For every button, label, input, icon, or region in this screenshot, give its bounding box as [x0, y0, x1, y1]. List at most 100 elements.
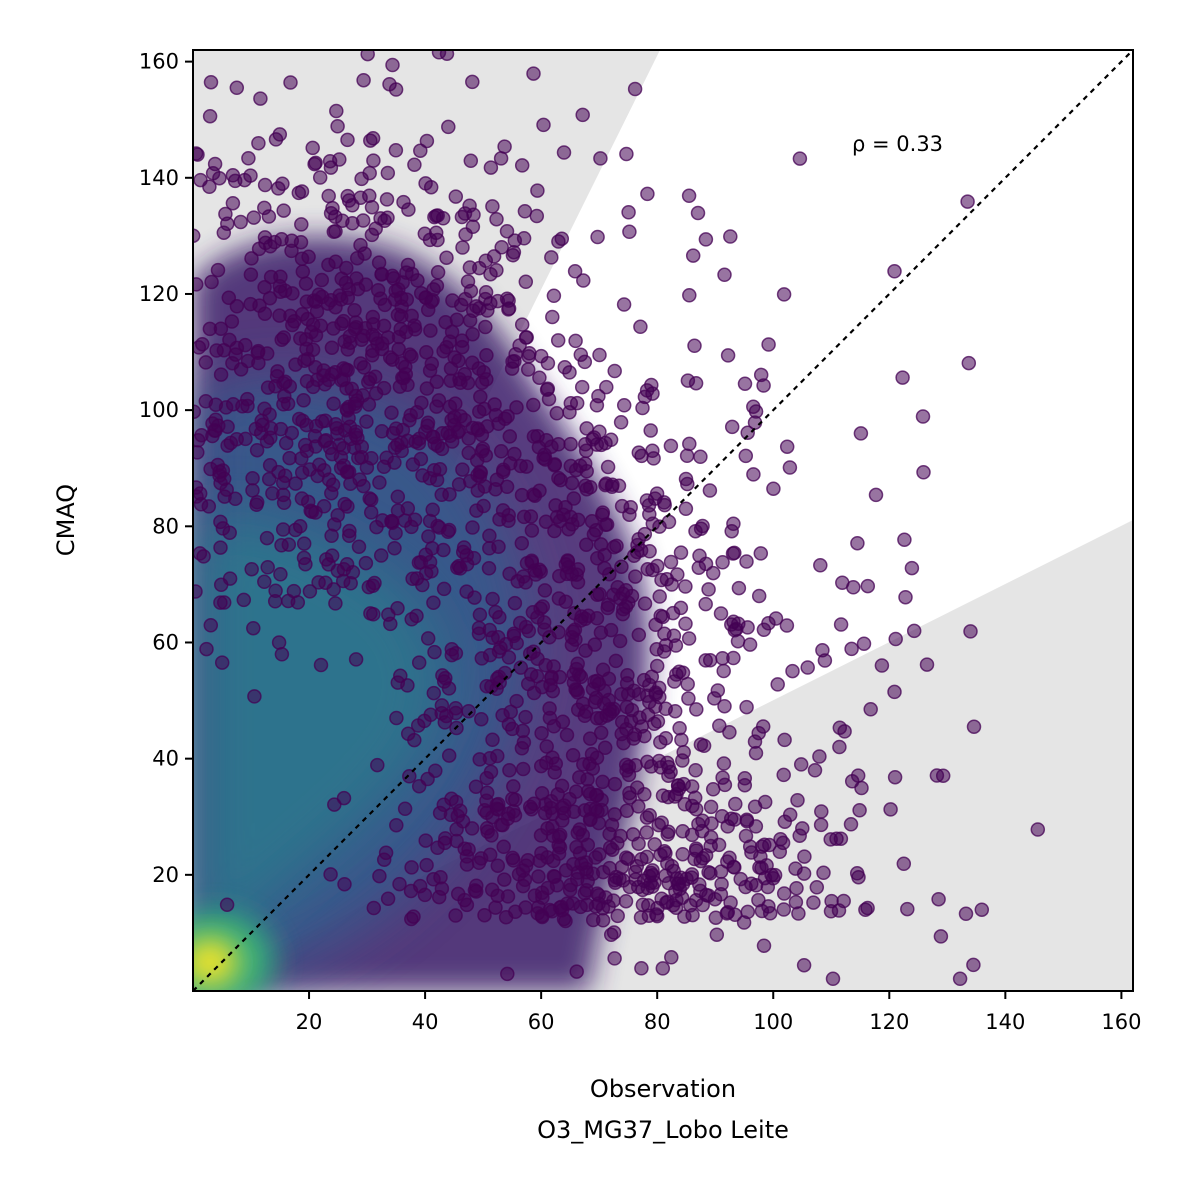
data-point	[493, 151, 509, 166]
data-point	[846, 580, 861, 595]
data-point	[506, 779, 521, 794]
data-point	[648, 687, 664, 702]
data-point	[693, 737, 709, 752]
data-point	[441, 748, 457, 763]
data-point	[497, 872, 512, 887]
data-point	[568, 632, 583, 647]
data-point	[740, 425, 755, 440]
data-point	[895, 370, 910, 385]
data-point	[470, 483, 486, 498]
data-point	[483, 266, 498, 282]
data-point	[900, 901, 915, 917]
data-point	[593, 151, 608, 166]
data-point	[520, 852, 536, 868]
data-point	[292, 519, 308, 534]
data-point	[436, 581, 452, 597]
data-point	[497, 139, 512, 154]
data-point	[754, 860, 769, 876]
data-point	[212, 170, 227, 186]
data-point	[316, 499, 332, 514]
data-point	[681, 188, 697, 204]
data-point	[367, 369, 383, 384]
data-point	[702, 483, 718, 498]
data-point	[438, 314, 453, 330]
data-point	[906, 623, 922, 639]
data-point	[682, 288, 697, 303]
data-point	[400, 678, 415, 693]
data-point	[620, 851, 636, 866]
data-point	[685, 907, 700, 923]
data-point	[520, 362, 536, 377]
data-point	[619, 146, 634, 162]
data-point	[552, 568, 567, 584]
data-point	[260, 560, 275, 575]
data-point	[764, 867, 779, 883]
data-point	[514, 158, 530, 173]
data-point	[766, 481, 781, 496]
data-point	[275, 522, 291, 537]
data-point	[626, 731, 641, 746]
data-point	[633, 543, 649, 558]
data-point	[651, 753, 667, 769]
data-point	[531, 869, 546, 884]
data-point	[228, 491, 243, 507]
data-point	[929, 768, 945, 783]
data-point	[738, 448, 754, 464]
data-point	[220, 438, 235, 453]
data-point	[454, 339, 470, 355]
data-point	[545, 309, 560, 325]
data-point	[812, 749, 827, 764]
data-point	[203, 74, 219, 90]
data-point	[356, 478, 371, 494]
data-point	[321, 257, 336, 273]
data-point	[273, 269, 288, 284]
data-point	[471, 361, 487, 376]
data-point	[380, 165, 396, 181]
data-point	[358, 555, 374, 571]
data-point	[633, 319, 648, 335]
data-point	[681, 691, 696, 706]
data-point	[431, 50, 447, 60]
data-point	[493, 444, 509, 459]
data-point	[960, 194, 975, 209]
data-point	[421, 529, 436, 544]
data-point	[423, 323, 438, 338]
data-point	[844, 641, 859, 657]
data-point	[283, 75, 298, 90]
data-point	[559, 727, 575, 743]
data-point	[698, 596, 713, 612]
data-point	[474, 711, 489, 727]
data-point	[584, 746, 600, 762]
data-point	[296, 393, 311, 408]
data-point	[351, 539, 367, 555]
data-point	[404, 519, 419, 535]
data-point	[723, 895, 738, 910]
data-point	[388, 82, 404, 97]
data-point	[756, 938, 772, 953]
data-point	[502, 763, 517, 778]
data-point	[728, 796, 743, 812]
data-point	[762, 837, 777, 853]
data-point	[494, 240, 509, 255]
data-point	[860, 578, 876, 594]
data-point	[261, 209, 277, 224]
data-point	[236, 592, 252, 608]
data-point	[698, 653, 713, 668]
data-point	[850, 535, 865, 551]
data-point	[526, 685, 542, 701]
data-point	[297, 437, 313, 453]
data-point	[660, 789, 676, 805]
data-point	[332, 437, 347, 453]
data-point	[400, 257, 416, 273]
data-point	[590, 551, 605, 566]
data-point	[551, 470, 566, 486]
data-point	[472, 607, 488, 622]
data-point	[526, 66, 541, 81]
data-point	[271, 181, 286, 196]
data-point	[545, 683, 561, 699]
data-point	[602, 826, 617, 842]
data-point	[253, 91, 268, 106]
data-point	[434, 487, 449, 503]
data-point	[663, 554, 679, 570]
data-point	[551, 234, 566, 249]
